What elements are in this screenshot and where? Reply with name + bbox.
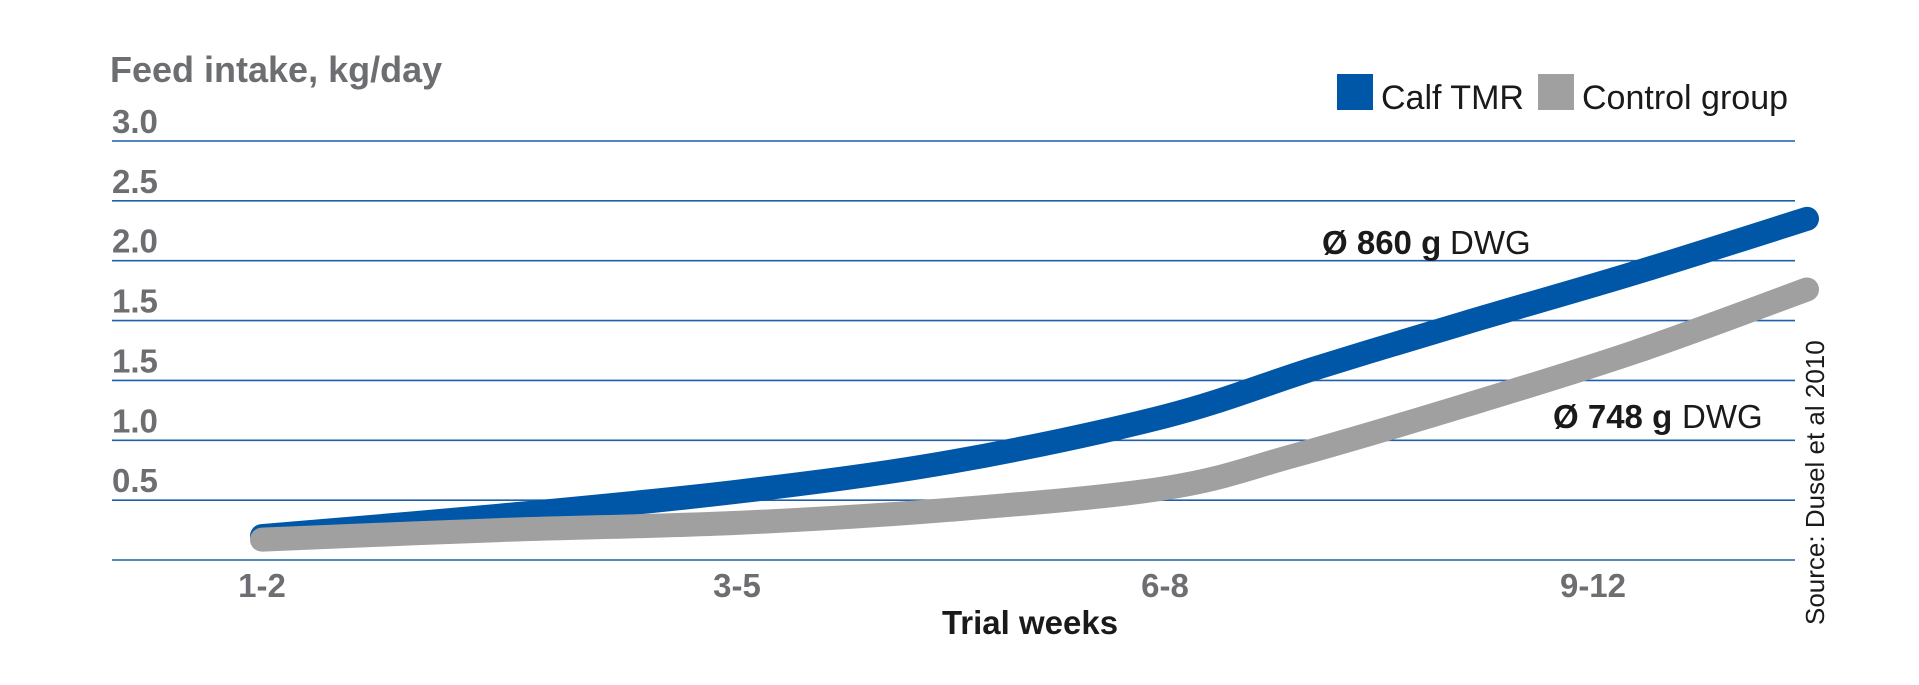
series-lines — [250, 206, 1819, 552]
legend: Calf TMR Control group — [1337, 74, 1788, 117]
y-tick-label: 2.0 — [112, 223, 158, 260]
legend-label-control-group: Control group — [1582, 79, 1788, 117]
annotation-calf-tmr-unit: DWG — [1450, 224, 1531, 261]
y-tick-label: 1.5 — [112, 342, 158, 379]
y-tick-label: 2.5 — [112, 163, 158, 200]
annotation-calf-tmr: Ø 860 g DWG — [1322, 224, 1531, 261]
annotation-calf-tmr-value: Ø 860 g — [1322, 224, 1441, 261]
legend-swatch-calf-tmr — [1337, 74, 1373, 110]
y-tick-label: 1.5 — [112, 283, 158, 320]
y-tick-label: 0.5 — [112, 462, 158, 499]
y-tick-label: 1.0 — [112, 402, 158, 439]
series-line-calf-tmr — [250, 206, 1819, 549]
annotation-control-group-value: Ø 748 g — [1553, 398, 1672, 435]
annotation-control-group: Ø 748 g DWG — [1553, 398, 1763, 435]
y-tick-labels: 0.5 1.0 1.5 1.5 2.0 2.5 3.0 — [112, 103, 158, 499]
y-axis-title: Feed intake, kg/day — [110, 49, 442, 90]
x-tick-labels: 1-2 3-5 6-8 9-12 — [238, 567, 1626, 604]
x-axis-title: Trial weeks — [942, 604, 1118, 641]
legend-label-calf-tmr: Calf TMR — [1381, 79, 1524, 117]
y-tick-label: 3.0 — [112, 103, 158, 140]
source-note: Source: Dusel et al 2010 — [1800, 340, 1830, 625]
annotation-control-group-unit: DWG — [1682, 398, 1763, 435]
x-tick-label: 1-2 — [238, 567, 286, 604]
x-tick-label: 9-12 — [1560, 567, 1626, 604]
series-line-control-group — [250, 277, 1819, 552]
gridlines — [112, 140, 1795, 561]
legend-swatch-control-group — [1538, 74, 1574, 110]
x-tick-label: 3-5 — [713, 567, 761, 604]
x-tick-label: 6-8 — [1141, 567, 1189, 604]
